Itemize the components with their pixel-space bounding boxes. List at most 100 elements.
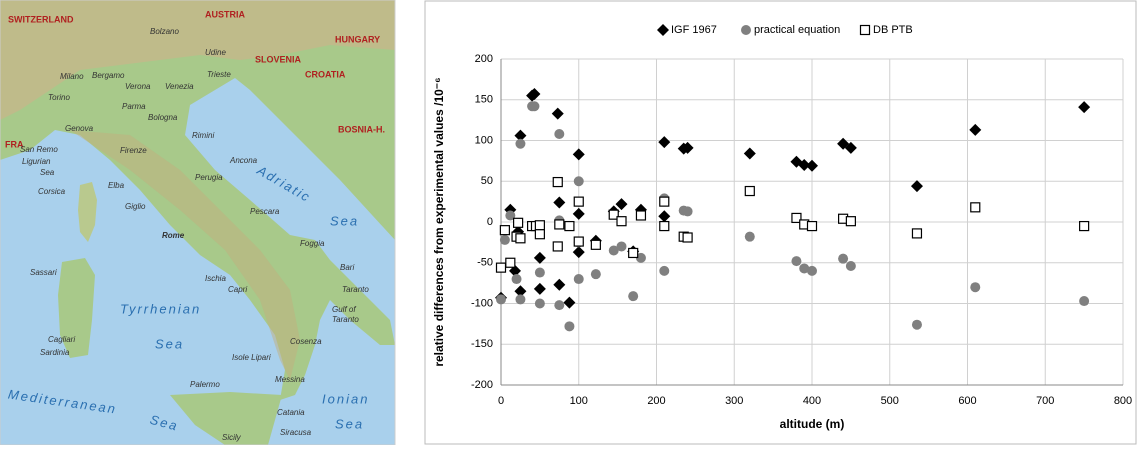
square-marker: [636, 211, 645, 220]
circle-marker: [574, 176, 584, 186]
map-label: Ligurian: [22, 157, 51, 166]
circle-marker: [535, 299, 545, 309]
square-marker: [500, 226, 509, 235]
square-marker: [617, 217, 626, 226]
square-marker: [555, 220, 564, 229]
map-label: Genova: [65, 124, 94, 133]
map-label: Rimini: [192, 131, 214, 140]
map: SWITZERLAND AUSTRIA HUNGARY SLOVENIA CRO…: [0, 0, 395, 445]
map-label: Messina: [275, 375, 305, 384]
square-marker: [574, 237, 583, 246]
map-label: Ionian: [322, 391, 369, 406]
legend-marker: [861, 26, 870, 35]
map-label: Capri: [228, 285, 247, 294]
circle-marker: [970, 282, 980, 292]
map-label: Giglio: [125, 202, 146, 211]
map-label: Sea: [155, 336, 184, 351]
map-label: Sassari: [30, 268, 57, 277]
map-label: Ancona: [229, 156, 258, 165]
map-label: Bolzano: [150, 27, 179, 36]
y-tick-label: 0: [487, 216, 493, 228]
map-label: SLOVENIA: [255, 54, 302, 64]
y-axis-label: relative differences from experimental v…: [432, 77, 446, 366]
circle-marker: [807, 266, 817, 276]
square-marker: [516, 234, 525, 243]
circle-marker: [564, 321, 574, 331]
y-tick-label: 150: [475, 94, 493, 106]
x-tick-label: 600: [958, 395, 976, 407]
square-marker: [591, 240, 600, 249]
square-marker: [514, 218, 523, 227]
square-marker: [535, 230, 544, 239]
x-tick-label: 0: [498, 395, 504, 407]
map-label: Cagliari: [48, 335, 75, 344]
map-label: Siracusa: [280, 428, 312, 437]
square-marker: [1080, 222, 1089, 231]
map-label: Perugia: [195, 173, 223, 182]
square-marker: [629, 248, 638, 257]
square-marker: [497, 263, 506, 272]
map-label: Bari: [340, 263, 354, 272]
map-label: SWITZERLAND: [8, 14, 74, 24]
circle-marker: [591, 269, 601, 279]
circle-marker: [529, 101, 539, 111]
map-label: San Remo: [20, 145, 58, 154]
y-tick-label: 50: [481, 175, 493, 187]
y-tick-label: -50: [477, 257, 493, 269]
map-label: CROATIA: [305, 69, 346, 79]
square-marker: [535, 221, 544, 230]
map-label: Trieste: [207, 70, 231, 79]
map-label: Bologna: [148, 113, 178, 122]
x-tick-label: 300: [725, 395, 743, 407]
circle-marker: [617, 241, 627, 251]
square-marker: [846, 217, 855, 226]
square-marker: [660, 222, 669, 231]
y-tick-label: -200: [471, 379, 493, 391]
map-label: Palermo: [190, 380, 220, 389]
map-label: Sea: [330, 213, 359, 228]
circle-marker: [791, 256, 801, 266]
map-label: Venezia: [165, 82, 194, 91]
map-label: Sardinia: [40, 348, 70, 357]
circle-marker: [912, 320, 922, 330]
map-label: Ischia: [205, 274, 226, 283]
map-label: Taranto: [332, 315, 359, 324]
circle-marker: [838, 254, 848, 264]
circle-marker: [846, 261, 856, 271]
x-tick-label: 200: [647, 395, 665, 407]
y-tick-label: 100: [475, 134, 493, 146]
square-marker: [553, 242, 562, 251]
circle-marker: [500, 235, 510, 245]
map-label: Cosenza: [290, 337, 322, 346]
y-tick-label: -100: [471, 297, 493, 309]
square-marker: [912, 229, 921, 238]
circle-marker: [574, 274, 584, 284]
x-tick-label: 100: [570, 395, 588, 407]
map-label: Sea: [40, 168, 55, 177]
page: SWITZERLAND AUSTRIA HUNGARY SLOVENIA CRO…: [0, 0, 1137, 445]
circle-marker: [659, 266, 669, 276]
circle-marker: [683, 206, 693, 216]
circle-marker: [1079, 296, 1089, 306]
map-label: Udine: [205, 48, 226, 57]
figure: SWITZERLAND AUSTRIA HUNGARY SLOVENIA CRO…: [0, 0, 1137, 445]
square-marker: [745, 187, 754, 196]
map-label: Tyrrhenian: [120, 301, 201, 316]
x-tick-label: 700: [1036, 395, 1054, 407]
map-label: Firenze: [120, 146, 147, 155]
circle-marker: [512, 274, 522, 284]
legend-label: IGF 1967: [671, 24, 717, 36]
x-tick-label: 400: [803, 395, 821, 407]
circle-marker: [554, 300, 564, 310]
map-label: Bergamo: [92, 71, 125, 80]
map-label: Taranto: [342, 285, 369, 294]
map-label: Sicily: [222, 433, 242, 442]
x-tick-label: 500: [881, 395, 899, 407]
y-tick-label: 200: [475, 53, 493, 65]
square-marker: [683, 233, 692, 242]
circle-marker: [535, 268, 545, 278]
legend-marker: [741, 25, 751, 35]
map-label: Verona: [125, 82, 151, 91]
map-label: Isole Lipari: [232, 353, 271, 362]
circle-marker: [515, 139, 525, 149]
